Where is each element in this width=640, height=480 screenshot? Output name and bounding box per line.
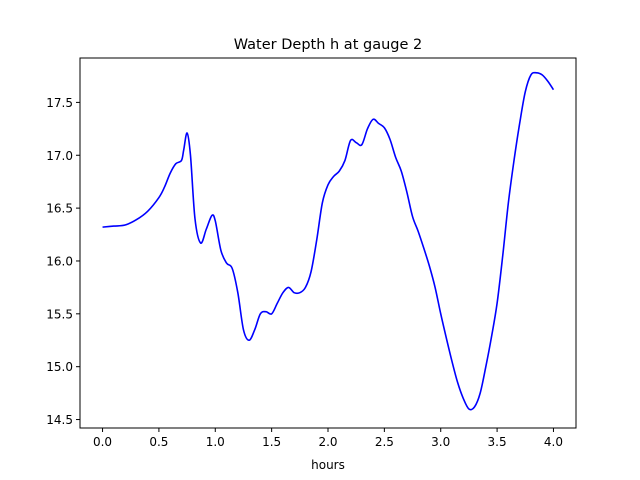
x-tick-label: 3.0 bbox=[431, 435, 450, 449]
x-tick-label: 0.5 bbox=[149, 435, 168, 449]
y-tick-label: 17.0 bbox=[46, 149, 73, 163]
y-tick-label: 15.0 bbox=[46, 360, 73, 374]
axes: 0.0 0.5 1.0 1.5 2.0 2.5 3.0 3.5 4.0 14.5 15.0 15.5 1… bbox=[46, 96, 563, 449]
x-tick-label: 0.0 bbox=[93, 435, 112, 449]
x-tick-label: 4.0 bbox=[544, 435, 563, 449]
y-tick-label: 15.5 bbox=[46, 307, 73, 321]
plot-frame bbox=[79, 57, 577, 429]
y-tick-label: 16.0 bbox=[46, 254, 73, 268]
chart-title: Water Depth h at gauge 2 bbox=[234, 37, 422, 53]
y-tick-label: 16.5 bbox=[46, 202, 73, 216]
plot-area bbox=[102, 71, 555, 411]
x-tick-label: 2.5 bbox=[375, 435, 394, 449]
x-tick-label: 3.5 bbox=[488, 435, 507, 449]
x-tick-label: 2.0 bbox=[318, 435, 337, 449]
x-tick-label: 1.5 bbox=[262, 435, 281, 449]
series-line bbox=[102, 71, 555, 411]
y-tick-label: 14.5 bbox=[46, 413, 73, 427]
x-axis-label: hours bbox=[311, 458, 345, 472]
y-tick-label: 17.5 bbox=[46, 96, 73, 110]
x-tick-label: 1.0 bbox=[206, 435, 225, 449]
